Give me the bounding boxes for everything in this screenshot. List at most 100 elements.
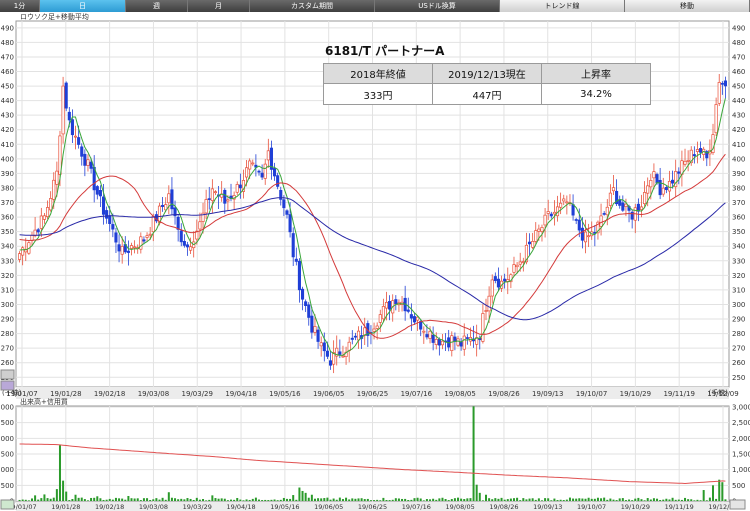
candle-body <box>36 229 40 233</box>
scroll-right-button[interactable] <box>729 499 746 510</box>
zoom-reset-button[interactable] <box>0 369 15 380</box>
volume-bar <box>195 497 198 501</box>
volume-bar <box>230 499 233 501</box>
candle-body <box>661 187 665 195</box>
candle-body <box>636 203 640 212</box>
candle-body <box>416 316 420 321</box>
candle-body <box>459 341 463 347</box>
volume-bar <box>550 500 553 501</box>
tab-monthly[interactable]: 月 <box>188 0 250 12</box>
volume-unit-label-right: (千株) <box>709 388 729 397</box>
time-tick-label: 19/01/07 <box>6 390 37 398</box>
candle-body <box>717 82 721 104</box>
volume-bar <box>142 498 145 501</box>
volume-bar <box>575 498 578 501</box>
volume-time-tick-label: 19/06/25 <box>358 503 387 511</box>
volume-bar <box>565 499 568 501</box>
time-tick-label: 19/08/05 <box>444 390 475 398</box>
ma-line-ma_mid <box>19 153 726 339</box>
volume-bar <box>208 499 211 501</box>
candle-body <box>294 258 298 262</box>
candle-body <box>319 342 323 347</box>
candle-body <box>39 215 43 229</box>
tab-custom-period[interactable]: カスタム期間 <box>250 0 375 12</box>
time-tick-label: 19/03/08 <box>138 390 169 398</box>
tab-usd-convert[interactable]: USドル換算 <box>375 0 500 12</box>
price-tick-label-left: 330 <box>1 257 14 265</box>
volume-bar <box>609 498 612 501</box>
candle-body <box>195 230 199 240</box>
volume-bar <box>83 499 86 501</box>
volume-bar <box>718 479 721 501</box>
candle-body <box>288 214 292 233</box>
candle-body <box>487 295 491 312</box>
candle-body <box>328 360 333 366</box>
volume-bar <box>634 498 637 501</box>
price-tick-label-left: 340 <box>1 243 14 251</box>
candle-body <box>161 204 165 207</box>
volume-bar <box>96 496 99 501</box>
time-tick-label: 19/05/16 <box>269 390 301 398</box>
candle-body <box>300 288 305 300</box>
candle-body <box>714 104 718 134</box>
volume-bar <box>257 499 260 501</box>
tab-trendline[interactable]: トレンド線 <box>500 0 625 12</box>
volume-bar <box>77 497 80 501</box>
candle-body <box>238 184 242 189</box>
price-tick-label-left: 350 <box>1 228 14 236</box>
volume-bar <box>245 499 248 501</box>
tab-weekly[interactable]: 週 <box>126 0 188 12</box>
volume-bar <box>721 482 724 501</box>
volume-bar <box>351 498 354 501</box>
value-rise-rate: 34.2% <box>541 83 651 105</box>
candle-body <box>559 202 563 208</box>
volume-bar <box>444 499 447 501</box>
volume-bar <box>273 499 276 501</box>
volume-bar <box>345 497 348 501</box>
volume-bar <box>301 490 304 501</box>
price-tick-label-right: 320 <box>732 272 745 280</box>
volume-bar <box>86 500 89 501</box>
volume-bar <box>242 500 245 501</box>
panel-toggle-button[interactable] <box>0 380 15 391</box>
candle-body <box>484 310 488 312</box>
volume-time-tick-label: 19/12/09 <box>708 503 737 511</box>
candle-body <box>170 189 174 210</box>
volume-bar <box>410 499 413 501</box>
volume-bar <box>40 498 43 501</box>
volume-bar <box>600 498 603 501</box>
price-tick-label-right: 440 <box>732 97 745 105</box>
candle-body <box>52 179 56 200</box>
volume-bar <box>562 500 565 501</box>
volume-time-tick-label: 19/01/28 <box>51 503 80 511</box>
volume-bar <box>509 498 512 501</box>
candle-body <box>313 326 317 333</box>
volume-bar <box>55 489 58 501</box>
volume-bar <box>680 499 683 501</box>
volume-time-tick-label: 19/04/18 <box>226 503 255 511</box>
volume-tick-label-right: 3,000 <box>732 404 750 412</box>
price-tick-label-right: 330 <box>732 257 745 265</box>
volume-bar <box>615 500 618 501</box>
candle-body <box>394 299 398 305</box>
candle-body <box>515 264 519 268</box>
volume-bar <box>357 498 360 501</box>
candle-body <box>338 351 342 355</box>
volume-toggle-button[interactable] <box>0 499 15 510</box>
volume-bar <box>652 498 655 501</box>
volume-bar <box>177 499 180 501</box>
volume-tick-label-left: 500 <box>1 482 14 490</box>
candle-body <box>723 80 727 87</box>
volume-bar <box>323 498 326 501</box>
volume-bar <box>146 498 149 501</box>
tab-daily[interactable]: 日 <box>40 0 126 12</box>
candle-body <box>133 246 137 249</box>
volume-bar <box>24 499 27 501</box>
volume-bar <box>463 499 466 501</box>
volume-bar <box>401 498 404 501</box>
tab-1min[interactable]: 1分 <box>0 0 40 12</box>
volume-bar <box>544 498 547 501</box>
candle-body <box>422 330 426 333</box>
time-tick-label: 19/03/29 <box>182 390 213 398</box>
volume-bar <box>447 500 450 501</box>
